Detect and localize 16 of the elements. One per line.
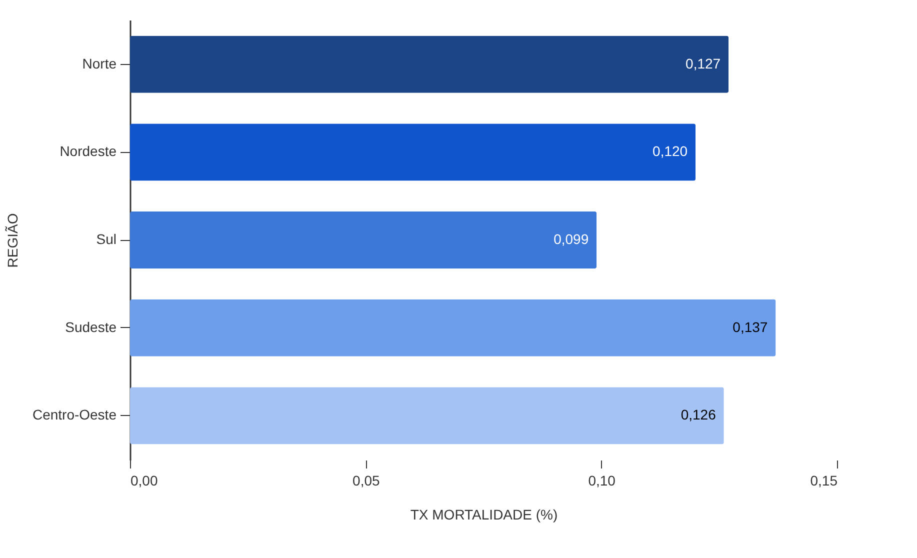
y-tick-label: Sudeste	[65, 318, 117, 335]
y-tick-label: Nordeste	[60, 143, 117, 160]
x-tick-label: 0,10	[588, 472, 616, 488]
y-tick-label: Centro-Oeste	[32, 406, 117, 423]
x-tick-label: 0,00	[130, 472, 158, 488]
data-label: 0,127	[686, 55, 721, 72]
data-label: 0,120	[652, 143, 688, 160]
data-label: 0,137	[732, 318, 768, 335]
y-tick-label: Sul	[96, 231, 116, 247]
x-tick-label: 0,05	[352, 472, 380, 488]
data-label: 0,099	[554, 231, 589, 247]
x-axis-title: TX MORTALIDADE (%)	[410, 506, 558, 522]
y-tick-label: Norte	[82, 55, 117, 72]
x-tick-label: 0,15	[810, 472, 838, 488]
data-label: 0,126	[680, 406, 716, 423]
y-axis-title: REGIÃO	[4, 213, 20, 268]
